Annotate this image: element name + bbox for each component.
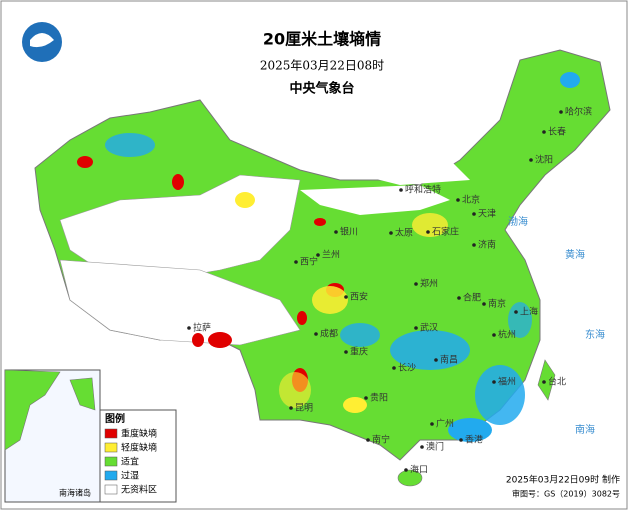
city-label: 杭州 — [498, 329, 516, 341]
city-dot — [334, 230, 338, 234]
city-dot — [344, 350, 348, 354]
title: 20厘米土壤墒情 — [263, 30, 381, 49]
city-dot — [457, 296, 461, 300]
city-dot — [414, 282, 418, 286]
legend-title: 图例 — [105, 412, 125, 425]
city-label: 南昌 — [440, 354, 458, 366]
inset-map: 南海诸岛 — [4, 369, 101, 503]
city-label: 石家庄 — [432, 226, 459, 238]
city-dot — [187, 326, 191, 330]
city-dot — [420, 445, 424, 449]
city-dot — [414, 326, 418, 330]
city-label: 澳门 — [426, 441, 444, 453]
city-label: 太原 — [395, 227, 413, 239]
city-label: 西安 — [350, 291, 368, 303]
city-dot — [459, 438, 463, 442]
agency: 中央气象台 — [289, 81, 354, 97]
city-label: 郑州 — [420, 278, 438, 290]
city-label: 西宁 — [300, 256, 318, 268]
legend-swatch — [104, 456, 118, 467]
city-label: 台北 — [548, 376, 566, 388]
legend-label: 无资料区 — [121, 484, 157, 496]
city-dot — [430, 422, 434, 426]
city-dot — [456, 198, 460, 202]
city-label: 南京 — [488, 298, 506, 310]
subtitle-time: 2025年03月22日08时 — [260, 59, 384, 73]
city-label: 昆明 — [295, 403, 313, 414]
inset-label: 南海诸岛 — [59, 488, 91, 498]
china-map — [34, 49, 611, 487]
city-dot — [399, 188, 403, 192]
legend-swatch — [104, 428, 118, 439]
sea-label: 东海 — [585, 328, 605, 341]
city-label: 长春 — [548, 126, 566, 138]
city-dot — [316, 253, 320, 257]
city-label: 广州 — [436, 418, 454, 430]
city-label: 呼和浩特 — [405, 184, 441, 196]
legend-swatch — [104, 484, 118, 495]
city-label: 银川 — [340, 226, 358, 238]
city-dot — [529, 158, 533, 162]
city-dot — [492, 333, 496, 337]
city-label: 福州 — [498, 376, 516, 388]
city-dot — [344, 295, 348, 299]
city-dot — [542, 380, 546, 384]
city-label: 南宁 — [372, 434, 390, 446]
city-label: 香港 — [465, 434, 483, 446]
city-dot — [364, 396, 368, 400]
legend-label: 轻度缺墒 — [121, 442, 157, 454]
sea-label: 渤海 — [508, 215, 528, 228]
city-dot — [289, 406, 293, 410]
city-dot — [472, 212, 476, 216]
legend-label: 重度缺墒 — [121, 428, 157, 440]
city-label: 成都 — [320, 328, 338, 340]
city-label: 贵阳 — [370, 392, 388, 404]
city-label: 长沙 — [398, 362, 416, 374]
city-label: 合肥 — [463, 292, 481, 304]
logo — [22, 22, 62, 62]
city-label: 拉萨 — [193, 322, 211, 334]
city-dot — [404, 468, 408, 472]
legend-label: 适宜 — [121, 456, 139, 468]
city-dot — [542, 130, 546, 134]
city-dot — [492, 380, 496, 384]
made-time: 2025年03月22日09时 制作 — [506, 474, 620, 486]
city-dot — [514, 310, 518, 314]
city-label: 重庆 — [350, 346, 368, 358]
city-dot — [472, 243, 476, 247]
city-dot — [294, 260, 298, 264]
city-dot — [426, 230, 430, 234]
city-label: 天津 — [478, 209, 496, 220]
city-label: 沈阳 — [535, 154, 553, 166]
legend-label: 过湿 — [121, 470, 139, 482]
city-dot — [314, 332, 318, 336]
city-label: 兰州 — [322, 249, 340, 261]
legend-swatch — [104, 442, 118, 453]
city-dot — [434, 358, 438, 362]
city-label: 北京 — [462, 194, 480, 206]
city-label: 武汉 — [420, 322, 438, 334]
sea-label: 黄海 — [565, 248, 585, 261]
city-dot — [366, 438, 370, 442]
legend-swatch — [104, 470, 118, 481]
approval-number: 审图号：GS（2019）3082号 — [512, 489, 620, 499]
city-label: 海口 — [410, 464, 428, 476]
city-label: 济南 — [478, 239, 496, 251]
city-label: 上海 — [520, 306, 538, 318]
city-label: 哈尔滨 — [565, 106, 592, 118]
city-dot — [392, 366, 396, 370]
city-dot — [482, 302, 486, 306]
city-dot — [389, 231, 393, 235]
sea-label: 南海 — [575, 423, 595, 436]
city-dot — [559, 110, 563, 114]
